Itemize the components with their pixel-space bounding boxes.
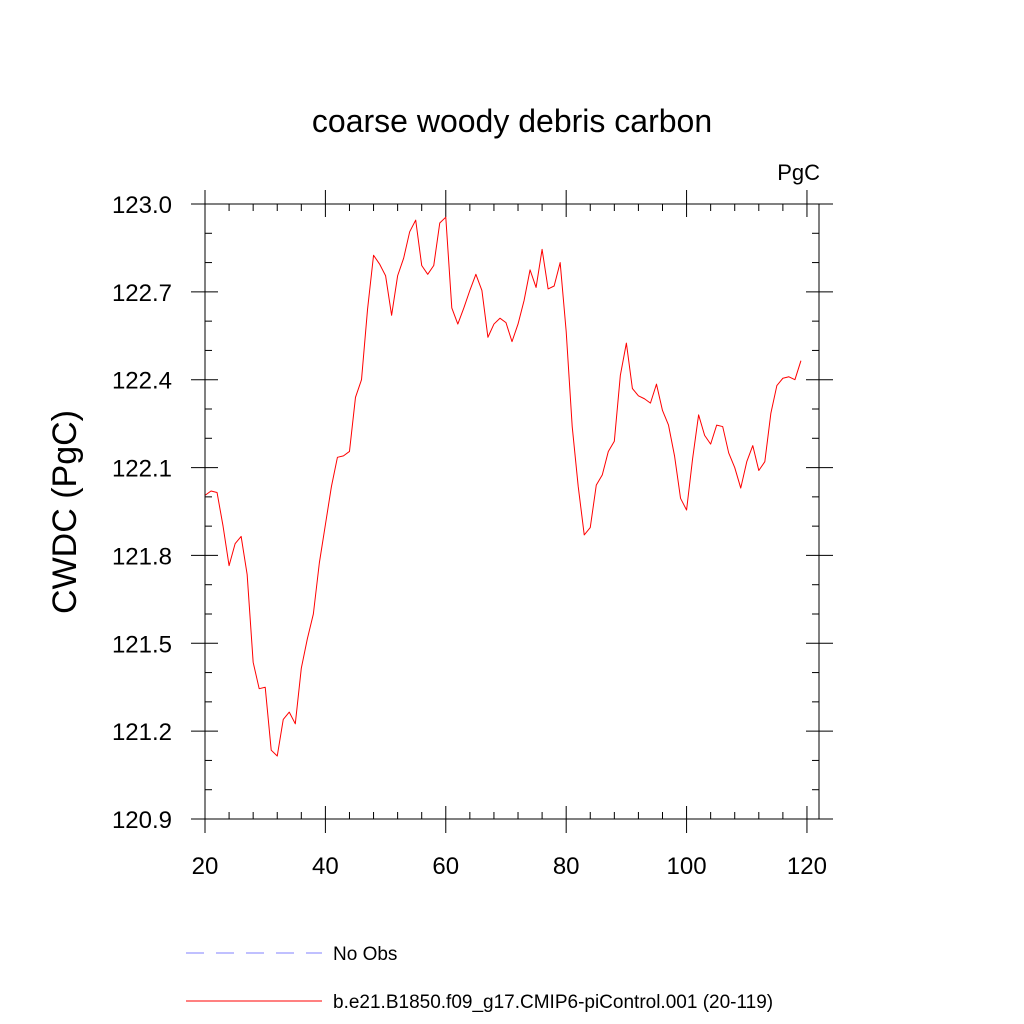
- x-tick-label: 100: [667, 853, 707, 880]
- legend: No Obs b.e21.B1850.f09_g17.CMIP6-piContr…: [186, 944, 773, 1013]
- y-tick-label: 122.1: [112, 456, 172, 483]
- tick-labels: 20 40 60 80 100 120 120.9 121.2 121.5 121.8 122.1 1…: [112, 192, 827, 880]
- y-tick-label: 122.7: [112, 280, 172, 307]
- x-tick-label: 60: [432, 853, 459, 880]
- x-tick-label: 40: [312, 853, 339, 880]
- y-tick-label: 121.2: [112, 719, 172, 746]
- y-axis-label: CWDC (PgC): [46, 410, 84, 614]
- y-tick-label: 123.0: [112, 192, 172, 219]
- x-tick-label: 80: [553, 853, 580, 880]
- chart-title: coarse woody debris carbon: [312, 103, 712, 139]
- x-tick-label: 20: [192, 853, 219, 880]
- series-layer: [204, 216, 802, 757]
- axis-ticks: [191, 190, 833, 833]
- plot-frame: [204, 203, 820, 820]
- y-tick-label: 121.5: [112, 631, 172, 658]
- series-line-1: [204, 216, 802, 757]
- x-tick-label: 120: [787, 853, 827, 880]
- legend-label-control: b.e21.B1850.f09_g17.CMIP6-piControl.001 …: [333, 992, 773, 1013]
- units-label: PgC: [777, 160, 820, 185]
- y-tick-label: 121.8: [112, 543, 172, 570]
- legend-label-no-obs: No Obs: [333, 944, 397, 965]
- y-tick-label: 122.4: [112, 368, 172, 395]
- y-tick-label: 120.9: [112, 807, 172, 834]
